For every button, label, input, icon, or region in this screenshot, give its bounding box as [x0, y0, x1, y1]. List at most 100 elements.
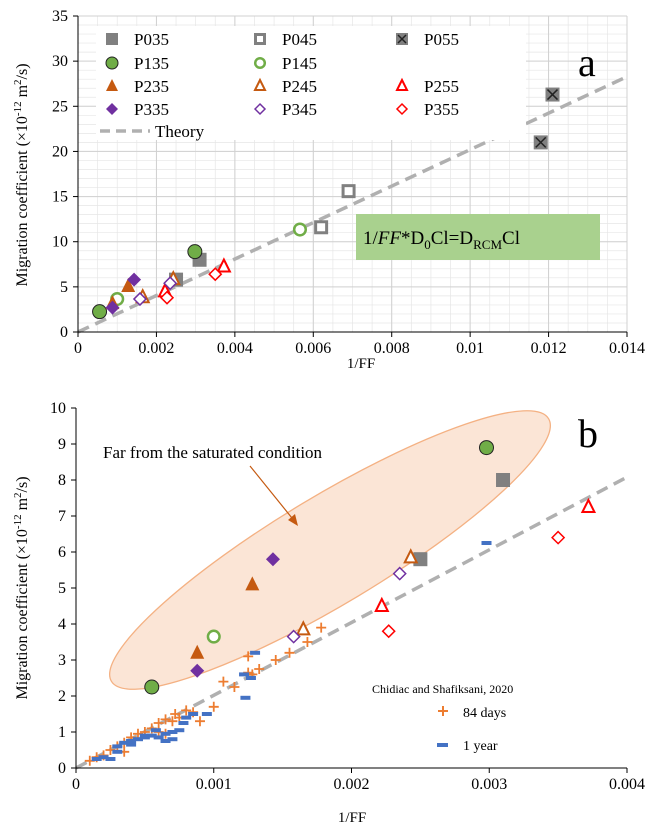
y-tick-label: 35 [52, 8, 68, 25]
point-p335 [190, 663, 205, 678]
x-tick-label: 0.001 [196, 776, 232, 793]
point-p355 [381, 624, 396, 639]
point-p135 [187, 244, 203, 260]
legend-label-p345: P345 [282, 100, 317, 119]
ref-point-84-days [160, 714, 171, 725]
equation-box [356, 214, 600, 260]
panel-b-y-tick-labels: 0 1 2 3 4 5 6 7 8 9 10 [50, 400, 66, 777]
point-p355 [159, 290, 175, 305]
legend-marker-p355 [395, 102, 409, 116]
annotation-arrow [249, 465, 297, 524]
y-tick-label: 10 [52, 234, 68, 251]
legend-marker-p235 [106, 79, 118, 91]
legend-marker-p335 [106, 103, 118, 115]
legend-item-p145: P145 [253, 54, 317, 73]
point-p245 [295, 620, 311, 636]
y-tick-label: 8 [58, 472, 66, 489]
y-tick-label: 15 [52, 189, 68, 206]
legend-marker-p035 [106, 33, 118, 45]
legend-label-p045: P045 [282, 30, 317, 49]
y-tick-label: 2 [58, 688, 66, 705]
legend-item-p035: P035 [106, 30, 169, 49]
legend-label-p135: P135 [134, 54, 169, 73]
point-p235 [190, 644, 205, 659]
legend-label-p145: P145 [282, 54, 317, 73]
legend-item-p245: P245 [253, 77, 317, 96]
point-p345 [286, 629, 301, 644]
y-tick-label: 6 [58, 544, 66, 561]
ref-point-84-days [194, 716, 205, 727]
legend-marker-p145 [253, 56, 267, 70]
panel-a-y-axis-title: Migration coefficient (×10-12 m2/s) [12, 63, 31, 286]
point-p345 [132, 291, 148, 307]
panel-a-points [92, 87, 560, 320]
point-p345 [392, 566, 407, 581]
highlight-ellipse [109, 410, 551, 690]
x-tick-label: 0.004 [217, 340, 253, 357]
ref-point-84-days [229, 682, 240, 692]
y-tick-label: 5 [60, 279, 68, 296]
legend-marker-p245 [253, 77, 267, 91]
x-tick-label: 0.014 [609, 340, 645, 357]
legend-item-p045: P045 [254, 30, 317, 49]
y-tick-label: 7 [58, 508, 66, 525]
panel-b-x-tick-labels: 0 0.001 0.002 0.003 0.004 [72, 776, 645, 793]
point-p335 [105, 300, 120, 315]
x-tick-label: 0.004 [609, 776, 645, 793]
ref-point-84-days [167, 716, 178, 727]
y-tick-label: 0 [58, 760, 66, 777]
point-p045 [341, 184, 356, 199]
ref-point-84-days [270, 655, 281, 665]
point-p255 [216, 257, 232, 273]
panel-b: 0 0.001 0.002 0.003 0.004 0 1 2 3 4 5 6 7 8 9 10 b Far… [12, 400, 645, 826]
point-p255 [580, 497, 597, 513]
point-p345 [163, 276, 178, 291]
legend-item-p255: P255 [395, 77, 459, 96]
y-tick-label: 25 [52, 98, 68, 115]
panel-a-label: a [578, 40, 596, 85]
legend-label-p335: P335 [134, 100, 169, 119]
legend-marker-p055 [396, 33, 408, 45]
panel-b-y-axis-title: Migration coefficient (×10-12 m2/s) [12, 476, 31, 699]
legend-marker-p345 [253, 102, 267, 116]
ref-point-84-days [208, 701, 219, 712]
legend-item-p355: P355 [395, 100, 459, 119]
x-tick-label: 0.003 [471, 776, 507, 793]
point-p135 [144, 679, 160, 695]
x-tick-label: 0.008 [374, 340, 410, 357]
ref-point-84-days [302, 637, 313, 647]
point-p055 [545, 87, 560, 102]
y-tick-label: 20 [52, 143, 68, 160]
legend-label-p355: P355 [424, 100, 459, 119]
x-tick-label: 0.002 [334, 776, 370, 793]
y-tick-label: 3 [58, 652, 66, 669]
ref-legend-1-year-label: 1 year [463, 739, 498, 754]
point-p055 [533, 135, 548, 150]
point-p045 [314, 220, 329, 235]
ref-point-84-days [153, 718, 164, 728]
legend-label-theory: Theory [155, 122, 205, 141]
point-p355 [551, 530, 566, 545]
panel-a-y-tick-labels: 0 5 10 15 20 25 30 35 [52, 8, 68, 341]
ref-point-84-days [316, 622, 327, 633]
equation-text: 1/FF*D0Cl=DRCMCl [363, 228, 520, 252]
panel-b-x-axis-title: 1/FF [338, 810, 366, 825]
legend-label-p245: P245 [282, 77, 317, 96]
point-p335 [265, 552, 280, 567]
y-tick-label: 5 [58, 580, 66, 597]
ref-legend-84-days-label: 84 days [463, 706, 506, 721]
legend-label-p255: P255 [424, 77, 459, 96]
panel-b-label: b [578, 411, 598, 456]
legend-marker-p255 [395, 77, 409, 91]
point-p035 [496, 473, 511, 487]
annotation-text: Far from the saturated condition [103, 443, 323, 462]
y-tick-label: 1 [58, 724, 66, 741]
panel-b-reference-points [84, 541, 492, 766]
legend-background [96, 26, 526, 140]
point-p255 [374, 596, 390, 612]
legend-item-theory: Theory [100, 122, 205, 141]
y-tick-label: 9 [58, 436, 66, 453]
legend-item-p235: P235 [106, 77, 169, 96]
